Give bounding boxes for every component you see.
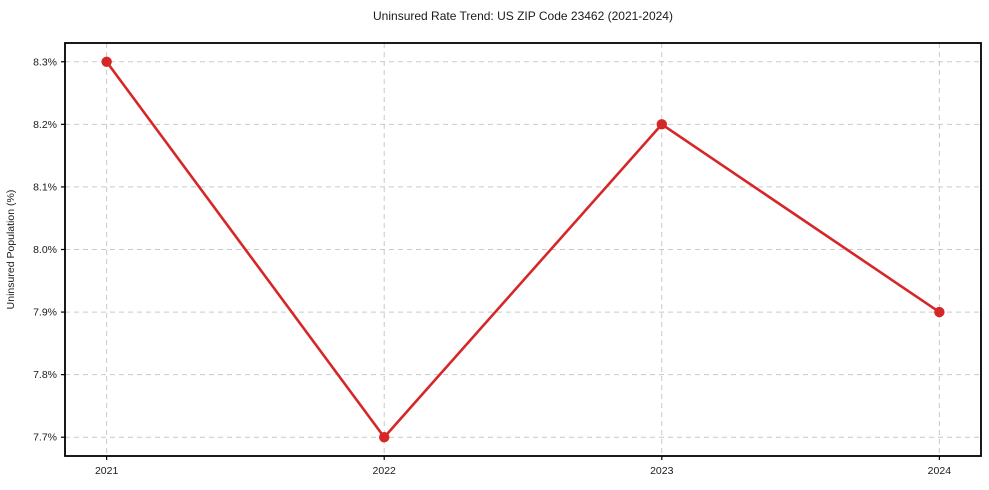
y-tick-label: 7.9% xyxy=(33,307,57,319)
data-point xyxy=(656,119,667,130)
x-tick-label: 2024 xyxy=(928,465,952,477)
chart-title: Uninsured Rate Trend: US ZIP Code 23462 … xyxy=(373,9,673,23)
trend-line xyxy=(105,60,941,439)
x-tick-label: 2022 xyxy=(373,465,397,477)
plot-area: 7.7% 7.8% 7.9% 8.0% 8.1% 8.2% 8.3% 2021 2022 2023… xyxy=(33,42,982,477)
data-point xyxy=(934,306,945,318)
data-point xyxy=(379,432,390,443)
y-axis-label: Uninsured Population (%) xyxy=(5,190,17,310)
x-tick-label: 2021 xyxy=(95,465,119,477)
y-tick-label: 8.2% xyxy=(33,119,57,131)
y-tick-label: 7.8% xyxy=(33,369,57,381)
data-point xyxy=(101,56,112,67)
y-tick-label: 8.3% xyxy=(33,56,57,68)
x-tick-label: 2023 xyxy=(650,465,674,477)
y-tick-label: 7.7% xyxy=(33,432,57,444)
y-tick-label: 8.1% xyxy=(33,181,57,193)
y-tick-label: 8.0% xyxy=(33,244,57,256)
